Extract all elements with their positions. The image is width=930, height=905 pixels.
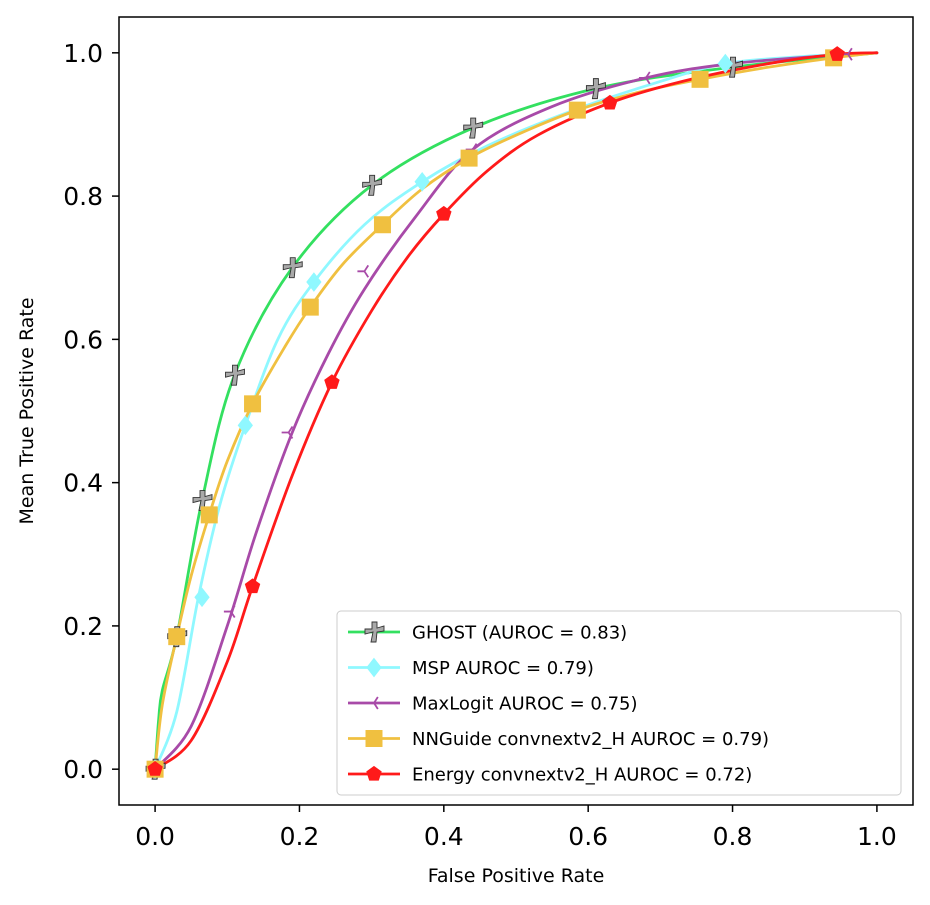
legend: GHOST (AUROC = 0.83) MSP AUROC = 0.79) Max… — [336, 610, 902, 796]
series-3-marker-4 — [301, 298, 319, 316]
legend-label-2: MaxLogit AUROC = 0.75) — [412, 694, 638, 715]
y-tick-label: 0.2 — [63, 612, 103, 641]
series-2-marker-1 — [223, 605, 236, 619]
x-tick-label: 0.6 — [568, 822, 608, 851]
series-3-marker-6 — [460, 149, 478, 167]
series-0-marker-3 — [225, 364, 245, 386]
y-tick-label: 1.0 — [63, 39, 103, 68]
series-2-marker-5 — [638, 71, 651, 85]
series-markers-layer — [145, 46, 853, 780]
y-tick-label: 0.4 — [63, 469, 103, 498]
plot-area-frame — [118, 16, 914, 806]
series-3-marker-5 — [373, 216, 391, 234]
legend-marker-4 — [366, 765, 382, 781]
legend-marker-0 — [364, 621, 385, 643]
series-1-marker-5 — [717, 53, 733, 74]
legend-label-1: MSP AUROC = 0.79) — [412, 658, 594, 679]
series-4-marker-1 — [244, 578, 261, 594]
y-axis-ticks: 0.0 0.2 0.4 0.6 0.8 1.0 — [63, 39, 119, 784]
x-tick-label: 0.2 — [280, 822, 320, 851]
series-0-marker-5 — [362, 174, 383, 196]
series-1-marker-1 — [194, 587, 210, 608]
series-4-marker-5 — [829, 46, 845, 61]
series-3-marker-8 — [691, 70, 709, 88]
series-0-marker-4 — [282, 257, 303, 279]
legend-label-0: GHOST (AUROC = 0.83) — [412, 623, 627, 644]
series-4-marker-3 — [436, 205, 452, 221]
series-0-marker-7 — [585, 78, 606, 100]
series-1-marker-3 — [306, 272, 322, 292]
series-4-marker-4 — [602, 94, 618, 110]
series-line-4 — [153, 51, 879, 771]
series-1-marker-2 — [237, 415, 253, 436]
y-tick-label: 0.6 — [63, 325, 103, 354]
x-axis-label: False Positive Rate — [428, 865, 605, 887]
x-tick-label: 0.4 — [424, 822, 464, 851]
x-tick-label: 0.8 — [713, 822, 753, 851]
x-tick-label: 0.0 — [135, 822, 175, 851]
y-tick-label: 0.0 — [63, 755, 103, 784]
series-2-marker-2 — [281, 426, 294, 439]
series-3-marker-2 — [200, 506, 218, 524]
series-3-marker-7 — [568, 101, 586, 119]
legend-frame — [336, 610, 902, 796]
series-line-1 — [153, 51, 879, 771]
legend-marker-2 — [367, 696, 379, 710]
y-axis-label: Mean True Positive Rate — [16, 297, 38, 524]
series-2-marker-3 — [357, 264, 370, 278]
legend-items: GHOST (AUROC = 0.83) MSP AUROC = 0.79) Max… — [348, 621, 769, 786]
legend-marker-1 — [366, 657, 382, 678]
x-tick-label: 1.0 — [857, 822, 897, 851]
series-3-marker-3 — [244, 395, 262, 413]
x-axis-ticks: 0.0 0.2 0.4 0.6 0.8 1.0 — [135, 805, 897, 851]
legend-marker-3 — [365, 730, 383, 747]
series-4-marker-0 — [147, 761, 163, 776]
legend-label-4: Energy convnextv2_H AUROC = 0.72) — [412, 765, 752, 786]
series-3-marker-1 — [168, 628, 186, 646]
legend-label-3: NNGuide convnextv2_H AUROC = 0.79) — [412, 729, 769, 750]
series-1-marker-4 — [414, 171, 430, 192]
series-4-marker-2 — [324, 374, 340, 389]
y-tick-label: 0.8 — [63, 182, 103, 211]
series-0-marker-6 — [463, 117, 484, 139]
